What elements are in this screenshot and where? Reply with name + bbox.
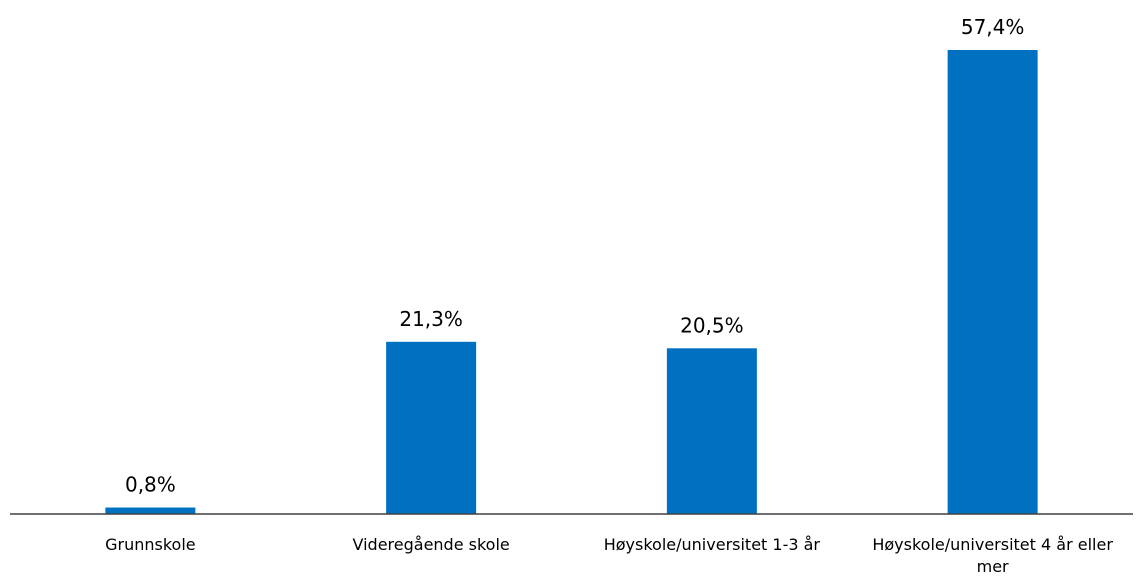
bar: [105, 507, 196, 514]
bar: [947, 50, 1038, 514]
x-tick-label: Videregående skole: [352, 535, 510, 554]
value-label: 0,8%: [125, 473, 176, 497]
value-label: 21,3%: [399, 307, 463, 331]
value-label: 57,4%: [961, 15, 1025, 39]
x-tick-label: Høyskole/universitet 1-3 år: [603, 535, 820, 554]
value-label: 20,5%: [680, 313, 744, 337]
x-tick-label: Grunnskole: [105, 535, 196, 554]
bar: [666, 348, 757, 514]
bar: [386, 341, 477, 514]
x-tick-label: Høyskole/universitet 4 år eller mer: [872, 535, 1113, 576]
